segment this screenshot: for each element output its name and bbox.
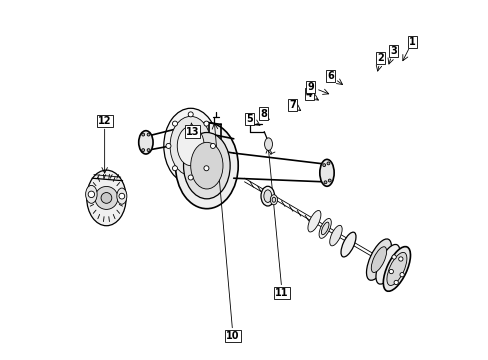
Circle shape — [88, 191, 94, 198]
Circle shape — [165, 143, 171, 148]
Circle shape — [324, 181, 326, 184]
Circle shape — [119, 193, 124, 199]
Text: 11: 11 — [275, 288, 288, 298]
Circle shape — [398, 257, 402, 261]
Text: 1: 1 — [408, 37, 415, 47]
Circle shape — [203, 166, 208, 171]
Ellipse shape — [117, 188, 126, 204]
Circle shape — [399, 273, 404, 277]
Circle shape — [322, 164, 325, 167]
Circle shape — [327, 179, 330, 182]
Ellipse shape — [170, 116, 211, 176]
Circle shape — [142, 133, 144, 136]
Text: 2: 2 — [377, 53, 384, 63]
Text: 6: 6 — [326, 71, 333, 81]
Circle shape — [326, 162, 329, 165]
Text: 3: 3 — [389, 46, 396, 56]
Circle shape — [188, 175, 193, 180]
Circle shape — [95, 186, 118, 210]
Ellipse shape — [264, 190, 271, 202]
Ellipse shape — [85, 185, 97, 203]
Ellipse shape — [386, 252, 406, 285]
Ellipse shape — [190, 142, 223, 189]
Ellipse shape — [261, 186, 274, 206]
Ellipse shape — [319, 219, 330, 238]
Text: 4: 4 — [305, 89, 312, 99]
Circle shape — [391, 255, 395, 259]
Ellipse shape — [370, 247, 386, 273]
Circle shape — [393, 280, 398, 285]
Text: 8: 8 — [260, 109, 266, 119]
Text: 7: 7 — [289, 100, 296, 110]
Ellipse shape — [271, 197, 275, 202]
Ellipse shape — [139, 131, 153, 154]
Text: 9: 9 — [307, 82, 314, 92]
Ellipse shape — [86, 170, 126, 226]
Circle shape — [101, 193, 112, 203]
Circle shape — [203, 121, 208, 126]
Circle shape — [172, 166, 177, 171]
Circle shape — [210, 143, 215, 148]
Ellipse shape — [319, 159, 333, 186]
Ellipse shape — [307, 211, 320, 232]
Text: 13: 13 — [185, 127, 199, 136]
Ellipse shape — [375, 244, 399, 284]
Circle shape — [388, 269, 393, 274]
Ellipse shape — [175, 123, 238, 209]
Ellipse shape — [183, 132, 230, 199]
Ellipse shape — [340, 232, 355, 257]
Ellipse shape — [270, 195, 277, 205]
Circle shape — [188, 112, 193, 117]
Circle shape — [147, 133, 150, 136]
Text: 12: 12 — [98, 116, 111, 126]
Circle shape — [142, 149, 144, 152]
Ellipse shape — [383, 247, 409, 291]
Text: 5: 5 — [246, 114, 253, 124]
Circle shape — [172, 121, 177, 126]
Ellipse shape — [366, 239, 391, 280]
Circle shape — [147, 149, 150, 152]
Ellipse shape — [321, 222, 328, 235]
Text: 10: 10 — [226, 331, 239, 341]
Ellipse shape — [163, 108, 217, 184]
Ellipse shape — [329, 225, 342, 246]
Ellipse shape — [264, 138, 272, 150]
Ellipse shape — [177, 126, 203, 166]
